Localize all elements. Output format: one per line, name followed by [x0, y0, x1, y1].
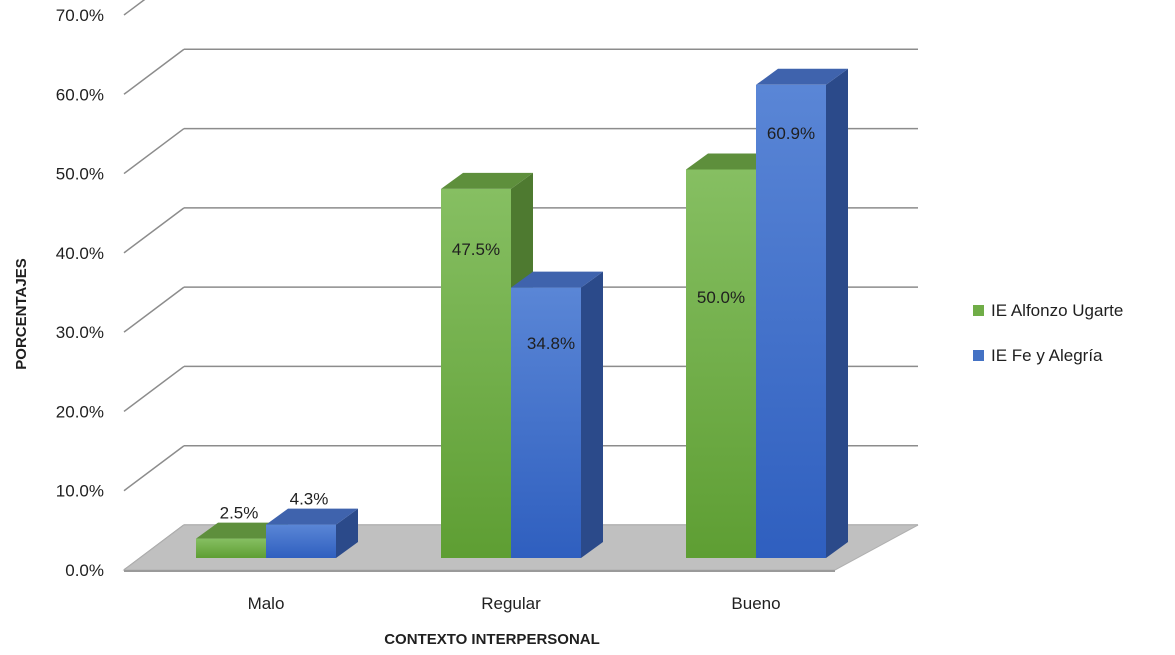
legend-swatch — [973, 350, 984, 361]
data-label: 60.9% — [767, 124, 815, 143]
y-tick-label: 50.0% — [56, 165, 104, 184]
bar-top — [266, 508, 358, 525]
bar-side — [826, 68, 848, 558]
data-labels: 2.5% 4.3% 47.5% 34.8% 50.0% 60.9% — [220, 124, 815, 523]
bar — [266, 508, 358, 558]
legend-swatch — [973, 305, 984, 316]
bar — [511, 271, 603, 558]
bar-front — [266, 524, 336, 558]
bars — [196, 68, 848, 559]
y-tick-label: 70.0% — [56, 6, 104, 25]
bar — [756, 68, 848, 558]
data-label: 4.3% — [290, 490, 329, 509]
legend-label: IE Alfonzo Ugarte — [991, 301, 1123, 320]
bar-front — [441, 188, 511, 559]
gridline-diagonal — [123, 127, 185, 175]
y-tick-label: 20.0% — [56, 402, 104, 421]
y-tick-label: 60.0% — [56, 85, 104, 104]
x-category-label: Bueno — [731, 594, 780, 613]
legend: IE Alfonzo Ugarte IE Fe y Alegría — [973, 301, 1123, 365]
bar-top — [686, 153, 778, 170]
gridline-diagonal — [123, 207, 185, 254]
x-category-label: Malo — [248, 594, 285, 613]
bar-front — [511, 287, 581, 558]
bar-side — [581, 271, 603, 558]
x-category-label: Regular — [481, 594, 541, 613]
legend-label: IE Fe y Alegría — [991, 346, 1103, 365]
y-tick-label: 0.0% — [65, 561, 104, 580]
y-axis-title: PORCENTAJES — [13, 258, 30, 369]
y-tick-label: 40.0% — [56, 244, 104, 263]
bar-front — [196, 538, 266, 558]
data-label: 47.5% — [452, 240, 500, 259]
bar-top — [511, 271, 603, 288]
bar-top — [441, 172, 533, 189]
bar-top — [756, 68, 848, 85]
gridline-diagonal — [123, 0, 146, 16]
gridline-diagonal — [123, 48, 185, 95]
data-label: 50.0% — [697, 288, 745, 307]
bar-front — [686, 169, 756, 558]
gridline-diagonal — [123, 286, 185, 333]
gridline-diagonal — [123, 445, 185, 492]
bar-top — [196, 522, 288, 539]
bar-front — [756, 84, 826, 558]
x-axis-categories: Malo Regular Bueno — [248, 594, 781, 613]
floor-edge — [124, 570, 835, 572]
gridline-diagonal — [123, 365, 185, 413]
x-axis-title: CONTEXTO INTERPERSONAL — [384, 631, 600, 648]
y-tick-label: 10.0% — [56, 482, 104, 501]
data-label: 34.8% — [527, 334, 575, 353]
y-tick-label: 30.0% — [56, 323, 104, 342]
y-axis-ticks: 0.0% 10.0% 20.0% 30.0% 40.0% 50.0% 60.0% 70.0% — [56, 6, 104, 580]
bar-side — [336, 508, 358, 558]
data-label: 2.5% — [220, 504, 259, 523]
